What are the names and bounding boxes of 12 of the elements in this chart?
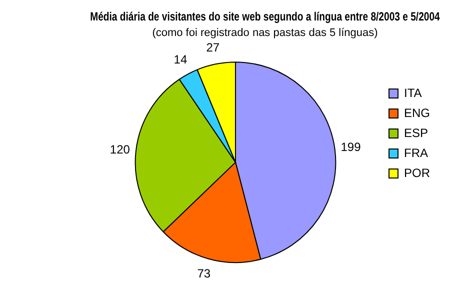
legend-label: POR [404, 166, 430, 180]
data-label: 14 [174, 52, 188, 66]
legend-label: FRA [404, 146, 428, 160]
data-label: 199 [340, 140, 362, 154]
legend-label: ITA [404, 86, 422, 100]
data-label: 27 [206, 40, 220, 55]
data-label: 73 [197, 266, 211, 280]
legend-label: ENG [404, 106, 430, 120]
data-label: 120 [110, 142, 130, 156]
chart-subtitle: (como foi registrado nas pastas das 5 línguas) [152, 27, 378, 40]
legend-label: ESP [404, 126, 428, 140]
chart-title: Média diária de visitantes do site web segundo a língua entre 8/2003 e 5/2004 [90, 10, 440, 24]
